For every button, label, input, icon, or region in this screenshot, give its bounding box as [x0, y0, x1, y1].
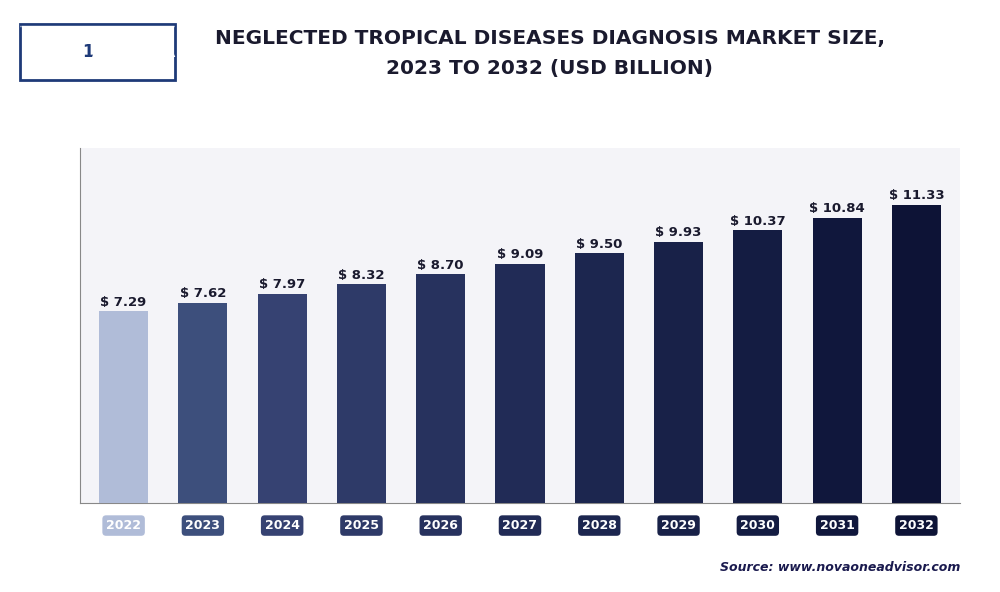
Bar: [178, 303, 227, 503]
Bar: [337, 284, 386, 503]
Bar: [495, 264, 545, 503]
Text: $ 9.50: $ 9.50: [576, 237, 622, 250]
Text: $ 10.84: $ 10.84: [809, 202, 865, 215]
Text: NOVA: NOVA: [25, 43, 77, 61]
Text: 2032: 2032: [899, 519, 934, 532]
Bar: [99, 311, 148, 503]
Text: 1: 1: [82, 43, 94, 61]
Text: 2023 TO 2032 (USD BILLION): 2023 TO 2032 (USD BILLION): [386, 59, 714, 78]
Text: 2026: 2026: [423, 519, 458, 532]
Text: 2025: 2025: [344, 519, 379, 532]
Text: 2028: 2028: [582, 519, 617, 532]
Text: Source: www.novaoneadvisor.com: Source: www.novaoneadvisor.com: [720, 561, 960, 574]
Text: ADVISOR: ADVISOR: [92, 43, 177, 61]
Text: 2023: 2023: [185, 519, 220, 532]
Text: $ 7.97: $ 7.97: [259, 278, 305, 291]
Text: $ 11.33: $ 11.33: [889, 189, 944, 202]
Text: $ 9.93: $ 9.93: [655, 226, 702, 239]
Text: 2022: 2022: [106, 519, 141, 532]
Bar: [258, 294, 307, 503]
Bar: [892, 205, 941, 503]
Text: 2029: 2029: [661, 519, 696, 532]
Text: $ 10.37: $ 10.37: [730, 215, 786, 228]
Text: NEGLECTED TROPICAL DISEASES DIAGNOSIS MARKET SIZE,: NEGLECTED TROPICAL DISEASES DIAGNOSIS MA…: [215, 29, 885, 48]
Text: $ 8.32: $ 8.32: [338, 269, 385, 282]
Bar: [416, 274, 465, 503]
Bar: [575, 253, 624, 503]
FancyBboxPatch shape: [77, 30, 99, 74]
Text: $ 8.70: $ 8.70: [417, 259, 464, 272]
Text: $ 9.09: $ 9.09: [497, 249, 543, 262]
Text: $ 7.62: $ 7.62: [180, 287, 226, 300]
Bar: [654, 242, 703, 503]
Text: 2027: 2027: [502, 519, 537, 532]
Text: 2031: 2031: [820, 519, 855, 532]
Bar: [733, 230, 782, 503]
Text: 2030: 2030: [740, 519, 775, 532]
Text: 2024: 2024: [265, 519, 300, 532]
Bar: [813, 218, 862, 503]
Text: $ 7.29: $ 7.29: [100, 296, 147, 309]
